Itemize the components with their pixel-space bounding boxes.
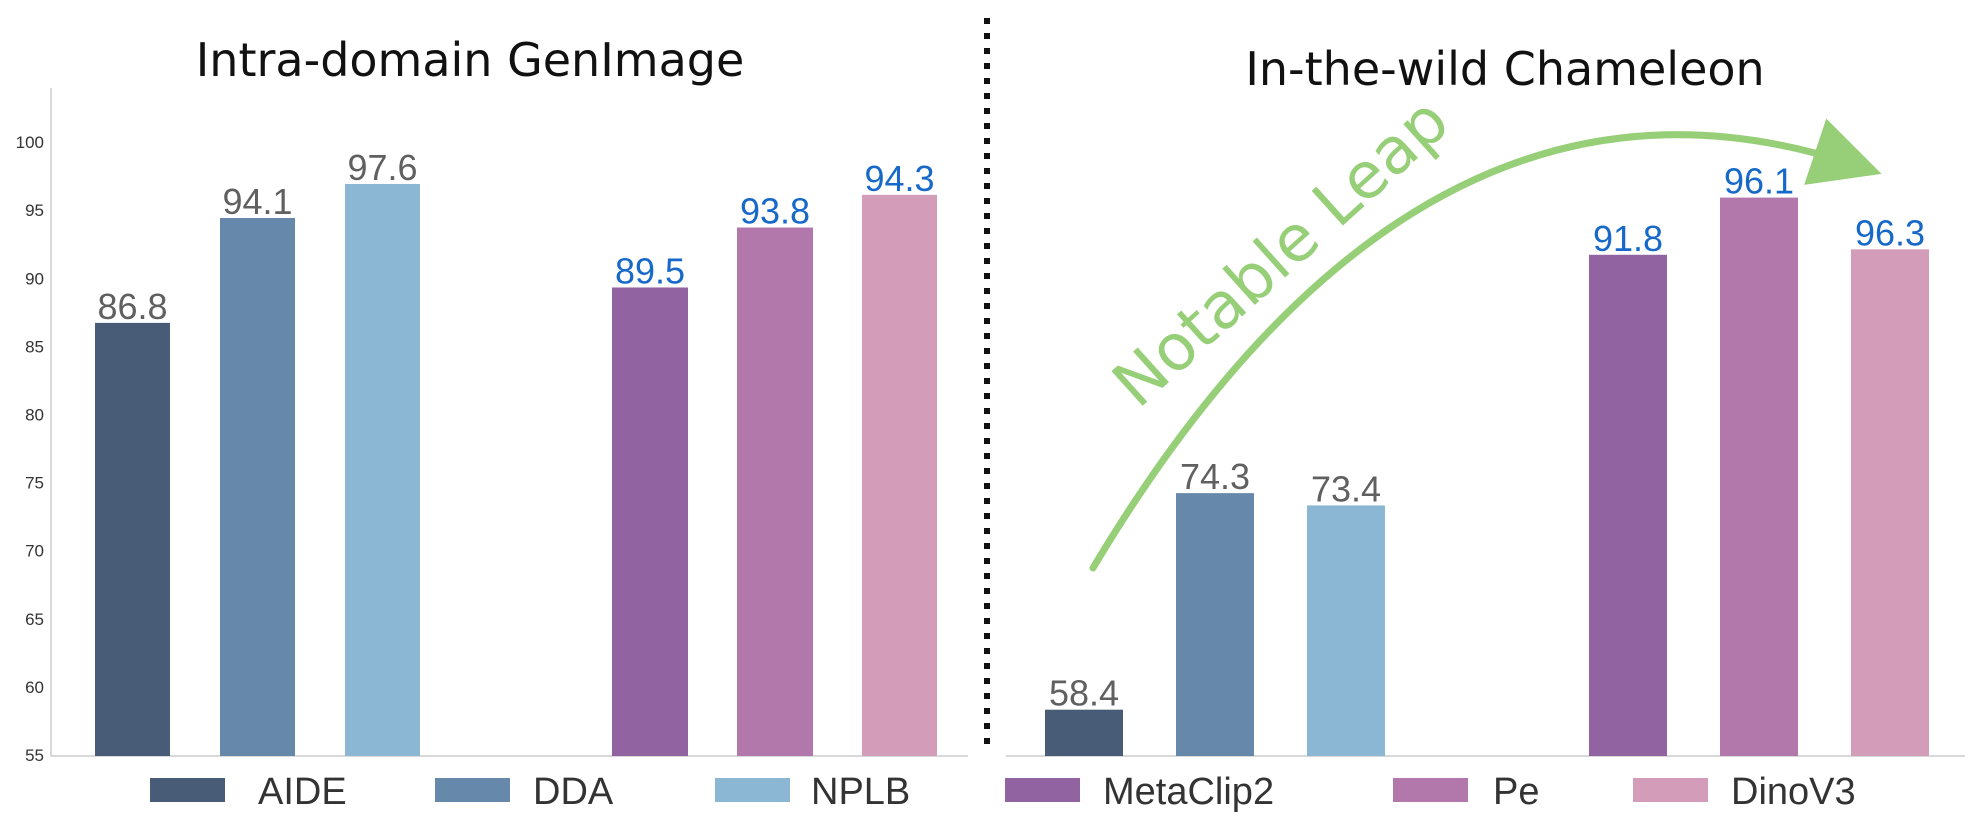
y-tick-label-80: 80 [25, 406, 44, 425]
y-tick-label-90: 90 [25, 269, 44, 288]
left-value-label-dinov3: 94.3 [864, 158, 934, 199]
left-bar-dinov3 [862, 194, 937, 756]
right-bar-dinov3 [1851, 249, 1929, 756]
legend: AIDE DDA NPLB MetaClip2 Pe DinoV3 [150, 771, 1856, 813]
legend-swatch-dda [435, 778, 510, 802]
left-y-ticks: 55 60 65 70 75 80 85 90 95 100 [16, 133, 44, 765]
legend-swatch-aide [150, 778, 225, 802]
left-value-label-aide: 86.8 [97, 286, 167, 327]
left-value-label-metaclip2: 89.5 [615, 250, 685, 291]
left-chart-title: Intra-domain GenImage [196, 33, 745, 87]
right-bar-dda [1176, 493, 1254, 756]
panel-in-the-wild-chameleon: In-the-wild Chameleon 58.4 74.3 73.4 91.8 96… [1006, 42, 1965, 757]
panel-intra-domain-genimage: Intra-domain GenImage 55 60 65 70 75 80 85 90 95… [16, 33, 968, 765]
left-bar-nplb [345, 183, 420, 756]
legend-label-pe: Pe [1493, 771, 1539, 813]
legend-label-metaclip2: MetaClip2 [1103, 771, 1274, 813]
y-tick-label-55: 55 [25, 746, 44, 765]
notable-leap-arrow [1089, 118, 1882, 572]
right-chart-title: In-the-wild Chameleon [1245, 42, 1764, 96]
right-bars [1045, 197, 1929, 756]
left-bar-metaclip2 [612, 287, 688, 756]
right-bar-metaclip2 [1589, 254, 1667, 756]
y-tick-label-70: 70 [25, 542, 44, 561]
y-tick-label-65: 65 [25, 610, 44, 629]
legend-label-aide: AIDE [258, 771, 347, 813]
y-tick-label-100: 100 [16, 133, 44, 152]
y-tick-label-95: 95 [25, 201, 44, 220]
left-bar-dda [220, 218, 295, 756]
legend-swatch-nplb [715, 778, 790, 802]
right-data-labels: 58.4 74.3 73.4 91.8 96.1 96.3 [1049, 161, 1925, 714]
right-value-label-nplb: 73.4 [1311, 468, 1381, 509]
right-value-label-dinov3: 96.3 [1855, 212, 1925, 253]
y-tick-label-60: 60 [25, 678, 44, 697]
right-value-label-pe: 96.1 [1724, 161, 1794, 202]
right-value-label-aide: 58.4 [1049, 673, 1119, 714]
legend-swatch-dinov3 [1633, 778, 1708, 802]
right-value-label-metaclip2: 91.8 [1593, 218, 1663, 259]
left-data-labels: 86.8 94.1 97.6 89.5 93.8 94.3 [97, 147, 934, 327]
legend-label-dinov3: DinoV3 [1731, 771, 1856, 813]
right-value-label-dda: 74.3 [1180, 456, 1250, 497]
left-value-label-nplb: 97.6 [347, 147, 417, 188]
right-bar-aide [1045, 709, 1123, 756]
legend-label-dda: DDA [533, 771, 614, 813]
legend-swatch-metaclip2 [1005, 778, 1080, 802]
left-value-label-pe: 93.8 [740, 191, 810, 232]
left-bars [95, 183, 937, 756]
left-value-label-dda: 94.1 [222, 181, 292, 222]
legend-swatch-pe [1393, 778, 1468, 802]
right-bar-pe [1720, 197, 1798, 756]
left-bar-aide [95, 322, 170, 756]
notable-leap-annotation: Notable Leap [1099, 84, 1463, 422]
right-bar-nplb [1307, 505, 1385, 756]
y-tick-label-75: 75 [25, 474, 44, 493]
legend-label-nplb: NPLB [811, 771, 910, 813]
y-tick-label-85: 85 [25, 337, 44, 356]
left-bar-pe [737, 227, 813, 756]
